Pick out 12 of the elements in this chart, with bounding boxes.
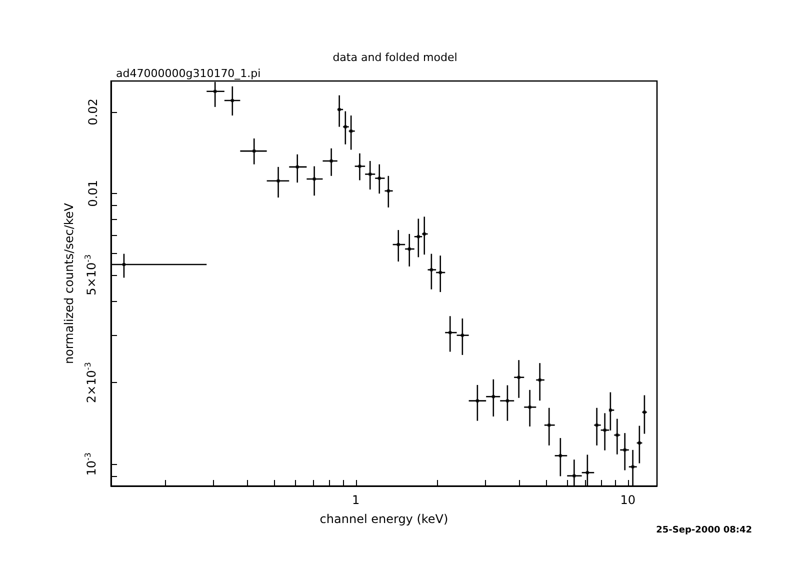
chart-subtitle: ad47000000g310170_1.pi [116, 67, 261, 80]
y-tick-label: 10-3 [84, 452, 98, 476]
y-tick-label: 0.01 [86, 180, 100, 207]
y-axis-title: normalized counts/sec/keV [62, 202, 76, 364]
text: 25-Sep-2000 08:42 [656, 526, 752, 536]
y-tick-label: 0.02 [86, 98, 100, 126]
y-tick-label: 5×10-3 [84, 254, 98, 296]
y-tick-label: 2×10-3 [84, 362, 98, 404]
x-tick-label: 1 [352, 493, 360, 507]
chart-title: data and folded model [332, 51, 458, 64]
x-axis-title: channel energy (keV) [320, 512, 448, 526]
x-tick-label: 10 [620, 493, 636, 507]
